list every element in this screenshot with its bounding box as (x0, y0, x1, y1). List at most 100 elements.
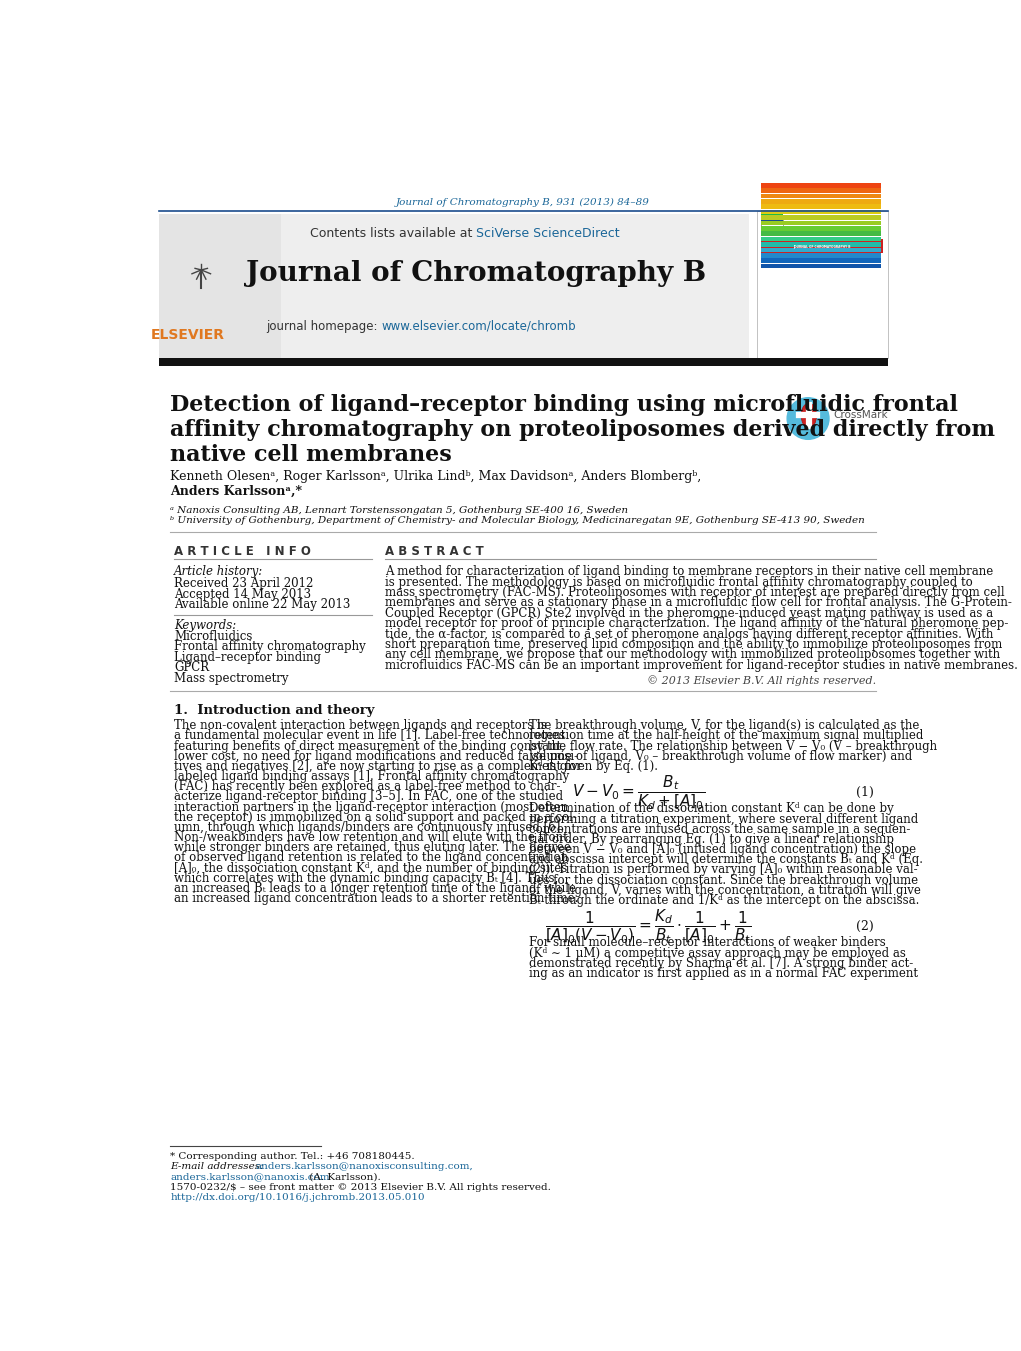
Text: retention time at the half-height of the maximum signal multiplied: retention time at the half-height of the… (529, 730, 923, 743)
Bar (761, 219, 782, 234)
Text: tives and negatives [2], are now starting to rise as a complement for: tives and negatives [2], are now startin… (175, 759, 582, 773)
Text: (Kᵈ ∼ 1 μM) a competitive assay approach may be employed as: (Kᵈ ∼ 1 μM) a competitive assay approach… (529, 947, 906, 959)
Text: Kenneth Olesenᵃ, Roger Karlssonᵃ, Ulrika Lindᵇ, Max Davidsonᵃ, Anders Blombergᵇ,: Kenneth Olesenᵃ, Roger Karlssonᵃ, Ulrika… (171, 470, 701, 482)
Text: Mass spectrometry: Mass spectrometry (175, 671, 289, 685)
Text: concentrations are infused across the same sample in a sequen-: concentrations are infused across the sa… (529, 823, 911, 836)
Bar (761, 215, 881, 220)
Text: volume of ligand, V₀ – breakthrough volume of flow marker) and: volume of ligand, V₀ – breakthrough volu… (529, 750, 913, 763)
Text: SciVerse ScienceDirect: SciVerse ScienceDirect (477, 227, 620, 240)
Text: umn, through which ligands/binders are continuously infused [6].: umn, through which ligands/binders are c… (175, 821, 565, 834)
Bar (761, 209, 881, 215)
Text: ᵇ University of Gothenburg, Department of Chemistry- and Molecular Biology, Medi: ᵇ University of Gothenburg, Department o… (171, 516, 865, 526)
Text: http://dx.doi.org/10.1016/j.jchromb.2013.05.010: http://dx.doi.org/10.1016/j.jchromb.2013… (171, 1193, 425, 1202)
Bar (761, 247, 881, 253)
Text: 1570-0232/$ – see front matter © 2013 Elsevier B.V. All rights reserved.: 1570-0232/$ – see front matter © 2013 El… (171, 1183, 551, 1193)
Text: A B S T R A C T: A B S T R A C T (385, 546, 484, 558)
Text: ᵃ Nanoxis Consulting AB, Lennart Torstenssongatan 5, Gothenburg SE-400 16, Swede: ᵃ Nanoxis Consulting AB, Lennart Torsten… (171, 505, 628, 515)
Text: CrossMark: CrossMark (834, 411, 888, 420)
Text: Keywords:: Keywords: (175, 619, 237, 632)
Text: Ligand–receptor binding: Ligand–receptor binding (175, 651, 322, 663)
Text: JOURNAL OF CHROMATOGRAPHY B: JOURNAL OF CHROMATOGRAPHY B (793, 245, 850, 249)
Text: membranes and serve as a stationary phase in a microfluidic flow cell for fronta: membranes and serve as a stationary phas… (385, 596, 1012, 609)
Bar (761, 182, 881, 188)
Bar (761, 220, 881, 226)
Bar (761, 231, 881, 236)
Text: E-mail addresses:: E-mail addresses: (171, 1162, 268, 1171)
Text: a fundamental molecular event in life [1]. Label-free technologies: a fundamental molecular event in life [1… (175, 730, 565, 743)
Bar (761, 216, 782, 219)
Text: A method for characterization of ligand binding to membrane receptors in their n: A method for characterization of ligand … (385, 565, 993, 578)
Text: Article history:: Article history: (175, 565, 263, 578)
Text: * Corresponding author. Tel.: +46 708180445.: * Corresponding author. Tel.: +46 708180… (171, 1151, 415, 1161)
Text: Frontal affinity chromatography: Frontal affinity chromatography (175, 640, 366, 654)
Bar (761, 239, 883, 253)
Bar (158, 215, 281, 358)
Text: GPCR: GPCR (175, 661, 209, 674)
Text: mass spectrometry (FAC-MS). Proteoliposomes with receptor of interest are prepar: mass spectrometry (FAC-MS). Proteoliposo… (385, 586, 1005, 598)
Text: between V − V₀ and [A]₀ (infused ligand concentration) the slope: between V − V₀ and [A]₀ (infused ligand … (529, 843, 916, 857)
Text: and abscissa intercept will determine the constants Bₜ and Kᵈ (Eq.: and abscissa intercept will determine th… (529, 854, 923, 866)
Text: (1): (1) (856, 785, 874, 798)
Text: an increased ligand concentration leads to a shorter retention time.: an increased ligand concentration leads … (175, 892, 579, 905)
Text: demonstrated recently by Sharma et al. [7]. A strong binder act-: demonstrated recently by Sharma et al. [… (529, 957, 914, 970)
Text: The non-covalent interaction between ligands and receptors is: The non-covalent interaction between lig… (175, 719, 547, 732)
Text: while stronger binders are retained, thus eluting later. The degree: while stronger binders are retained, thu… (175, 842, 571, 854)
Bar (761, 258, 881, 263)
Text: Bₜ through the ordinate and 1/Kᵈ as the intercept on the abscissa.: Bₜ through the ordinate and 1/Kᵈ as the … (529, 894, 920, 907)
Circle shape (787, 397, 829, 439)
Text: © 2013 Elsevier B.V. All rights reserved.: © 2013 Elsevier B.V. All rights reserved… (647, 676, 876, 686)
Ellipse shape (801, 403, 817, 428)
Text: Coupled Receptor (GPCR) Ste2 involved in the pheromone-induced yeast mating path: Coupled Receptor (GPCR) Ste2 involved in… (385, 607, 993, 620)
Bar (757, 211, 888, 358)
Text: $V - V_0 = \dfrac{B_t}{K_d + [A]_0}$: $V - V_0 = \dfrac{B_t}{K_d + [A]_0}$ (572, 773, 704, 811)
Bar (761, 236, 881, 242)
Text: Microfluidics: Microfluidics (175, 630, 252, 643)
Text: (2): (2) (857, 920, 874, 932)
Text: the receptor) is immobilized on a solid support and packed in a col-: the receptor) is immobilized on a solid … (175, 811, 577, 824)
Text: (FAC) has recently been explored as a label-free method to char-: (FAC) has recently been explored as a la… (175, 781, 561, 793)
Text: journal homepage:: journal homepage: (266, 320, 382, 332)
Text: any cell membrane, we propose that our methodology with immobilized proteoliposo: any cell membrane, we propose that our m… (385, 648, 1000, 662)
Text: 1.  Introduction and theory: 1. Introduction and theory (175, 704, 375, 717)
Text: by the flow rate. The relationship between V − V₀ (V – breakthrough: by the flow rate. The relationship betwe… (529, 739, 937, 753)
Text: A R T I C L E   I N F O: A R T I C L E I N F O (175, 546, 311, 558)
Text: featuring benefits of direct measurement of the binding constant,: featuring benefits of direct measurement… (175, 739, 565, 753)
Text: is presented. The methodology is based on microfluidic frontal affinity chromato: is presented. The methodology is based o… (385, 576, 973, 589)
Text: which correlates with the dynamic binding capacity Bₜ [4]. Thus,: which correlates with the dynamic bindin… (175, 871, 558, 885)
Text: labeled ligand binding assays [1]. Frontal affinity chromatography: labeled ligand binding assays [1]. Front… (175, 770, 570, 784)
Text: Contents lists available at: Contents lists available at (310, 227, 477, 240)
Bar (158, 215, 749, 358)
Text: an increased Bₜ leads to a longer retention time of the ligand, while: an increased Bₜ leads to a longer retent… (175, 882, 576, 894)
Text: ing as an indicator is first applied as in a normal FAC experiment: ing as an indicator is first applied as … (529, 967, 918, 979)
Text: Journal of Chromatography B, 931 (2013) 84–89: Journal of Chromatography B, 931 (2013) … (396, 197, 649, 207)
Bar (761, 242, 881, 247)
Text: (A. Karlsson).: (A. Karlsson). (306, 1173, 381, 1182)
Text: interaction partners in the ligand-receptor interaction (most often: interaction partners in the ligand-recep… (175, 801, 569, 813)
Bar (761, 204, 881, 209)
Text: lower cost, no need for ligand modifications and reduced false posi-: lower cost, no need for ligand modificat… (175, 750, 578, 763)
Text: anders.karlsson@nanoxisconsulting.com,: anders.karlsson@nanoxisconsulting.com, (255, 1162, 474, 1171)
Text: of observed ligand retention is related to the ligand concentration: of observed ligand retention is related … (175, 851, 569, 865)
Bar (761, 226, 881, 231)
Text: Determination of the dissociation constant Kᵈ can be done by: Determination of the dissociation consta… (529, 802, 893, 816)
Text: Received 23 April 2012: Received 23 April 2012 (175, 577, 313, 590)
Text: $\dfrac{1}{[A]_0(V-V_0)} = \dfrac{K_d}{B_t} \cdot \dfrac{1}{[A]_0} + \dfrac{1}{B: $\dfrac{1}{[A]_0(V-V_0)} = \dfrac{K_d}{B… (544, 907, 751, 944)
Bar (158, 358, 888, 366)
Text: ELSEVIER: ELSEVIER (151, 328, 225, 342)
Text: Detection of ligand–receptor binding using microfluidic frontal: Detection of ligand–receptor binding usi… (171, 393, 958, 416)
Text: ues for the dissociation constant. Since the breakthrough volume: ues for the dissociation constant. Since… (529, 874, 918, 886)
Text: Kᵈ is given by Eq. (1).: Kᵈ is given by Eq. (1). (529, 759, 659, 773)
Bar (761, 263, 881, 269)
Bar (761, 212, 782, 215)
Text: Accepted 14 May 2013: Accepted 14 May 2013 (175, 588, 311, 601)
Text: www.elsevier.com/locate/chromb: www.elsevier.com/locate/chromb (382, 320, 577, 332)
Text: [A]₀, the dissociation constant Kᵈ, and the number of binding sites: [A]₀, the dissociation constant Kᵈ, and … (175, 862, 568, 874)
Text: Journal of Chromatography B: Journal of Chromatography B (246, 261, 707, 288)
Text: tial order. By rearranging Eq. (1) to give a linear relationship: tial order. By rearranging Eq. (1) to gi… (529, 834, 894, 846)
Text: acterize ligand-receptor binding [3–5]. In FAC, one of the studied: acterize ligand-receptor binding [3–5]. … (175, 790, 564, 804)
Text: of the ligand, V, varies with the concentration, a titration will give: of the ligand, V, varies with the concen… (529, 884, 921, 897)
Text: (2)). Titration is performed by varying [A]₀ within reasonable val-: (2)). Titration is performed by varying … (529, 863, 918, 877)
Text: affinity chromatography on proteoliposomes derived directly from: affinity chromatography on proteoliposom… (171, 419, 995, 440)
Bar (761, 188, 881, 193)
Text: short preparation time, preserved lipid composition and the ability to immobiliz: short preparation time, preserved lipid … (385, 638, 1003, 651)
